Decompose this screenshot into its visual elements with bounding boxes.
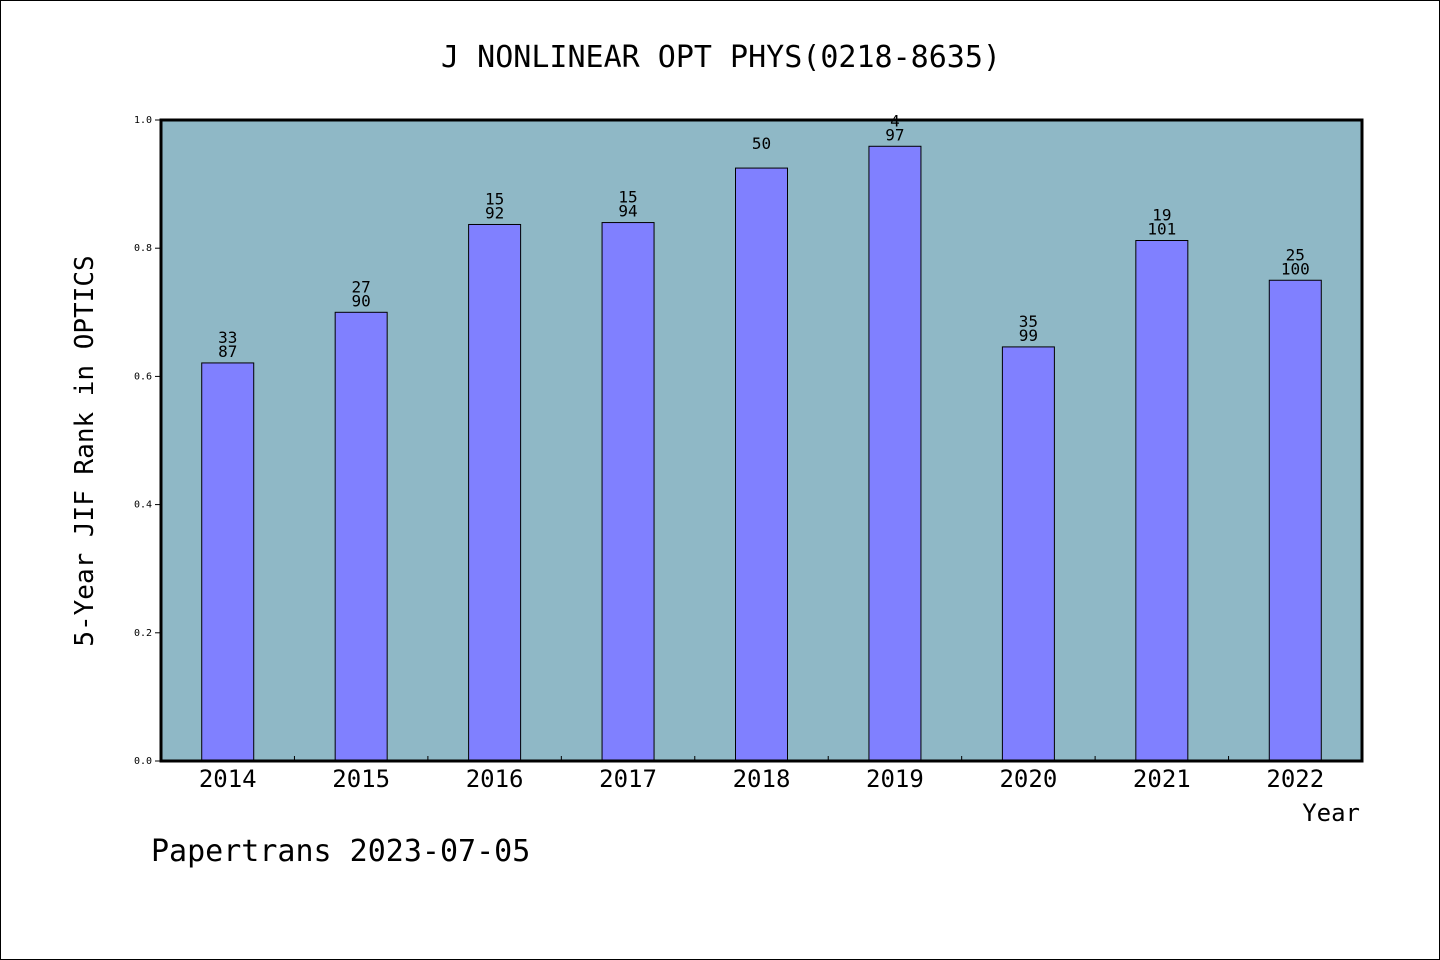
y-tick-label: 0.2 [134, 628, 152, 639]
x-axis-label: Year [1302, 799, 1360, 827]
x-tick-label: 2016 [466, 765, 524, 793]
y-tick-label: 0.0 [134, 756, 152, 767]
bar-total-label: 99 [1019, 326, 1038, 345]
bar-total-label: 50 [752, 134, 771, 153]
x-tick-label: 2014 [199, 765, 257, 793]
bar-total-label: 101 [1147, 220, 1176, 239]
y-tick-label: 0.8 [134, 243, 152, 254]
bar-rank-label: 15 [485, 189, 504, 208]
bar [1135, 240, 1189, 762]
y-tick-label: 1.0 [134, 115, 152, 126]
bar [868, 145, 922, 762]
bar-rank-label: 19 [1152, 206, 1171, 225]
bar [201, 362, 255, 762]
plot-border [159, 118, 1364, 763]
y-tick-label: 0.6 [134, 371, 152, 382]
bar [735, 167, 788, 762]
bar-total-label: 92 [485, 203, 504, 222]
bar-total-label: 90 [352, 291, 371, 310]
x-tick-label: 2015 [332, 765, 390, 793]
x-tick-label: 2019 [866, 765, 924, 793]
x-tick-label: 2022 [1266, 765, 1324, 793]
bar [1268, 279, 1322, 762]
x-tick-label: 2018 [733, 765, 791, 793]
bar-rank-label: 15 [618, 188, 637, 207]
bar [468, 223, 522, 762]
bar-rank-label: 33 [218, 328, 237, 347]
y-tick-label: 0.4 [134, 500, 152, 511]
bar-total-label: 87 [218, 342, 237, 361]
bar-total-label: 94 [618, 202, 637, 221]
x-tick-label: 2021 [1133, 765, 1191, 793]
y-axis-label: 5-Year JIF Rank in OPTICS [70, 255, 100, 646]
bar-total-label: 100 [1281, 259, 1310, 278]
bar [334, 311, 388, 762]
bar-rank-label: 35 [1019, 312, 1038, 331]
bar-total-label: 97 [885, 125, 904, 144]
bar [601, 222, 655, 762]
bar [1001, 346, 1055, 762]
x-tick-label: 2020 [999, 765, 1057, 793]
x-tick-label: 2017 [599, 765, 657, 793]
chart-title: J NONLINEAR OPT PHYS(0218-8635) [441, 40, 1001, 75]
footer-credit: Papertrans 2023-07-05 [151, 834, 531, 869]
bar-rank-label: 25 [1286, 245, 1305, 264]
bar-rank-label: 27 [352, 277, 371, 296]
